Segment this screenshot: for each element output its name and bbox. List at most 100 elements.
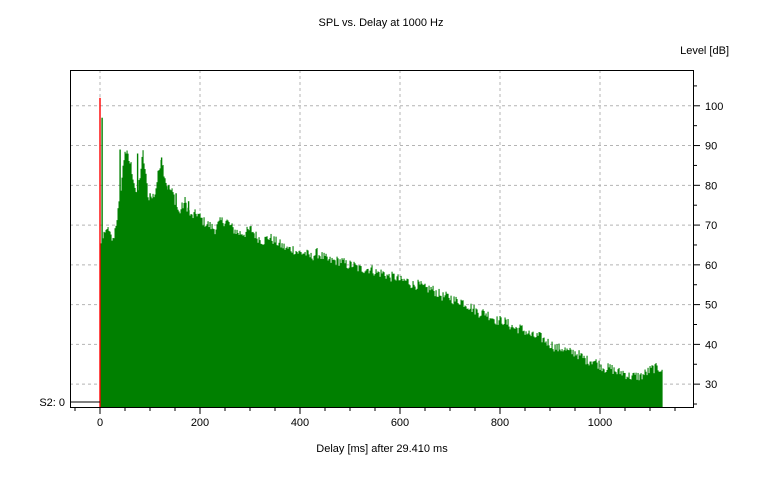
bar — [331, 257, 333, 408]
bar — [248, 230, 250, 408]
bar — [118, 201, 120, 408]
bar — [547, 338, 549, 408]
bar — [218, 220, 220, 408]
x-tick-label: 800 — [491, 417, 509, 429]
bar — [481, 310, 483, 408]
bar — [335, 265, 337, 408]
bar — [158, 170, 160, 408]
bar — [620, 371, 622, 408]
bar — [604, 372, 606, 408]
bar — [310, 252, 312, 408]
bar — [528, 330, 530, 408]
bar — [631, 375, 633, 408]
bar — [138, 180, 140, 408]
bar — [233, 233, 235, 408]
bar — [589, 361, 591, 408]
bar — [128, 160, 130, 408]
bar — [148, 200, 150, 408]
bar — [655, 363, 657, 408]
bar — [383, 272, 385, 408]
bar — [157, 170, 159, 408]
bar — [229, 225, 231, 408]
bar — [264, 236, 266, 408]
bar — [609, 364, 611, 408]
bar — [287, 248, 289, 408]
bar — [591, 364, 593, 408]
bar — [180, 209, 182, 408]
bar — [560, 351, 562, 408]
bar — [601, 371, 603, 408]
bar — [407, 279, 409, 408]
bar — [197, 213, 199, 408]
bar — [626, 376, 628, 408]
bar — [259, 240, 261, 408]
bar — [500, 317, 502, 408]
peak-bar — [136, 153, 139, 408]
bar — [505, 319, 507, 408]
bar — [629, 379, 631, 408]
bar — [182, 208, 184, 408]
bar — [154, 194, 156, 408]
bar — [314, 255, 316, 408]
bar — [461, 300, 463, 408]
bar — [582, 358, 584, 408]
bar — [205, 225, 207, 408]
bar — [366, 269, 368, 408]
bar — [539, 332, 541, 408]
bar — [517, 333, 519, 408]
bar — [112, 237, 114, 408]
bar — [228, 221, 230, 408]
bar — [396, 276, 398, 408]
bar — [546, 345, 548, 408]
bar — [507, 319, 509, 408]
bar — [195, 213, 197, 408]
bar — [232, 227, 234, 408]
bar — [508, 326, 510, 408]
bar — [405, 280, 407, 408]
bar — [122, 165, 124, 408]
bar — [600, 364, 602, 408]
bar — [400, 275, 402, 408]
bar — [390, 281, 392, 408]
bar — [153, 197, 155, 408]
bar — [566, 348, 568, 408]
peak-bar — [119, 149, 121, 408]
bar — [139, 178, 141, 408]
bar — [402, 280, 404, 408]
bar — [455, 296, 457, 408]
bar — [265, 236, 267, 408]
bar — [599, 369, 601, 408]
bar — [578, 350, 580, 408]
y-tick-label: 40 — [705, 339, 717, 351]
bar — [635, 372, 637, 408]
bar — [369, 270, 371, 408]
bar — [429, 290, 431, 408]
bar — [431, 289, 433, 408]
bar — [295, 250, 297, 408]
bar — [234, 229, 236, 408]
bar — [438, 288, 440, 408]
bar — [321, 252, 323, 408]
peak-bar — [125, 165, 128, 408]
bar — [553, 351, 555, 408]
peak-bar — [106, 229, 108, 408]
bar — [606, 370, 608, 408]
bar — [222, 223, 224, 408]
bar — [454, 301, 456, 408]
bar — [291, 252, 293, 408]
bar — [269, 237, 271, 408]
bar — [312, 260, 314, 408]
bar — [416, 288, 418, 408]
bar — [559, 349, 561, 408]
bar — [659, 371, 661, 408]
bar — [494, 323, 496, 408]
bar — [661, 369, 663, 408]
bar — [326, 256, 328, 408]
bar — [555, 349, 557, 408]
bar — [643, 375, 645, 408]
bar — [163, 176, 165, 408]
bar — [482, 309, 484, 408]
bar — [510, 327, 512, 408]
bar — [576, 354, 578, 408]
